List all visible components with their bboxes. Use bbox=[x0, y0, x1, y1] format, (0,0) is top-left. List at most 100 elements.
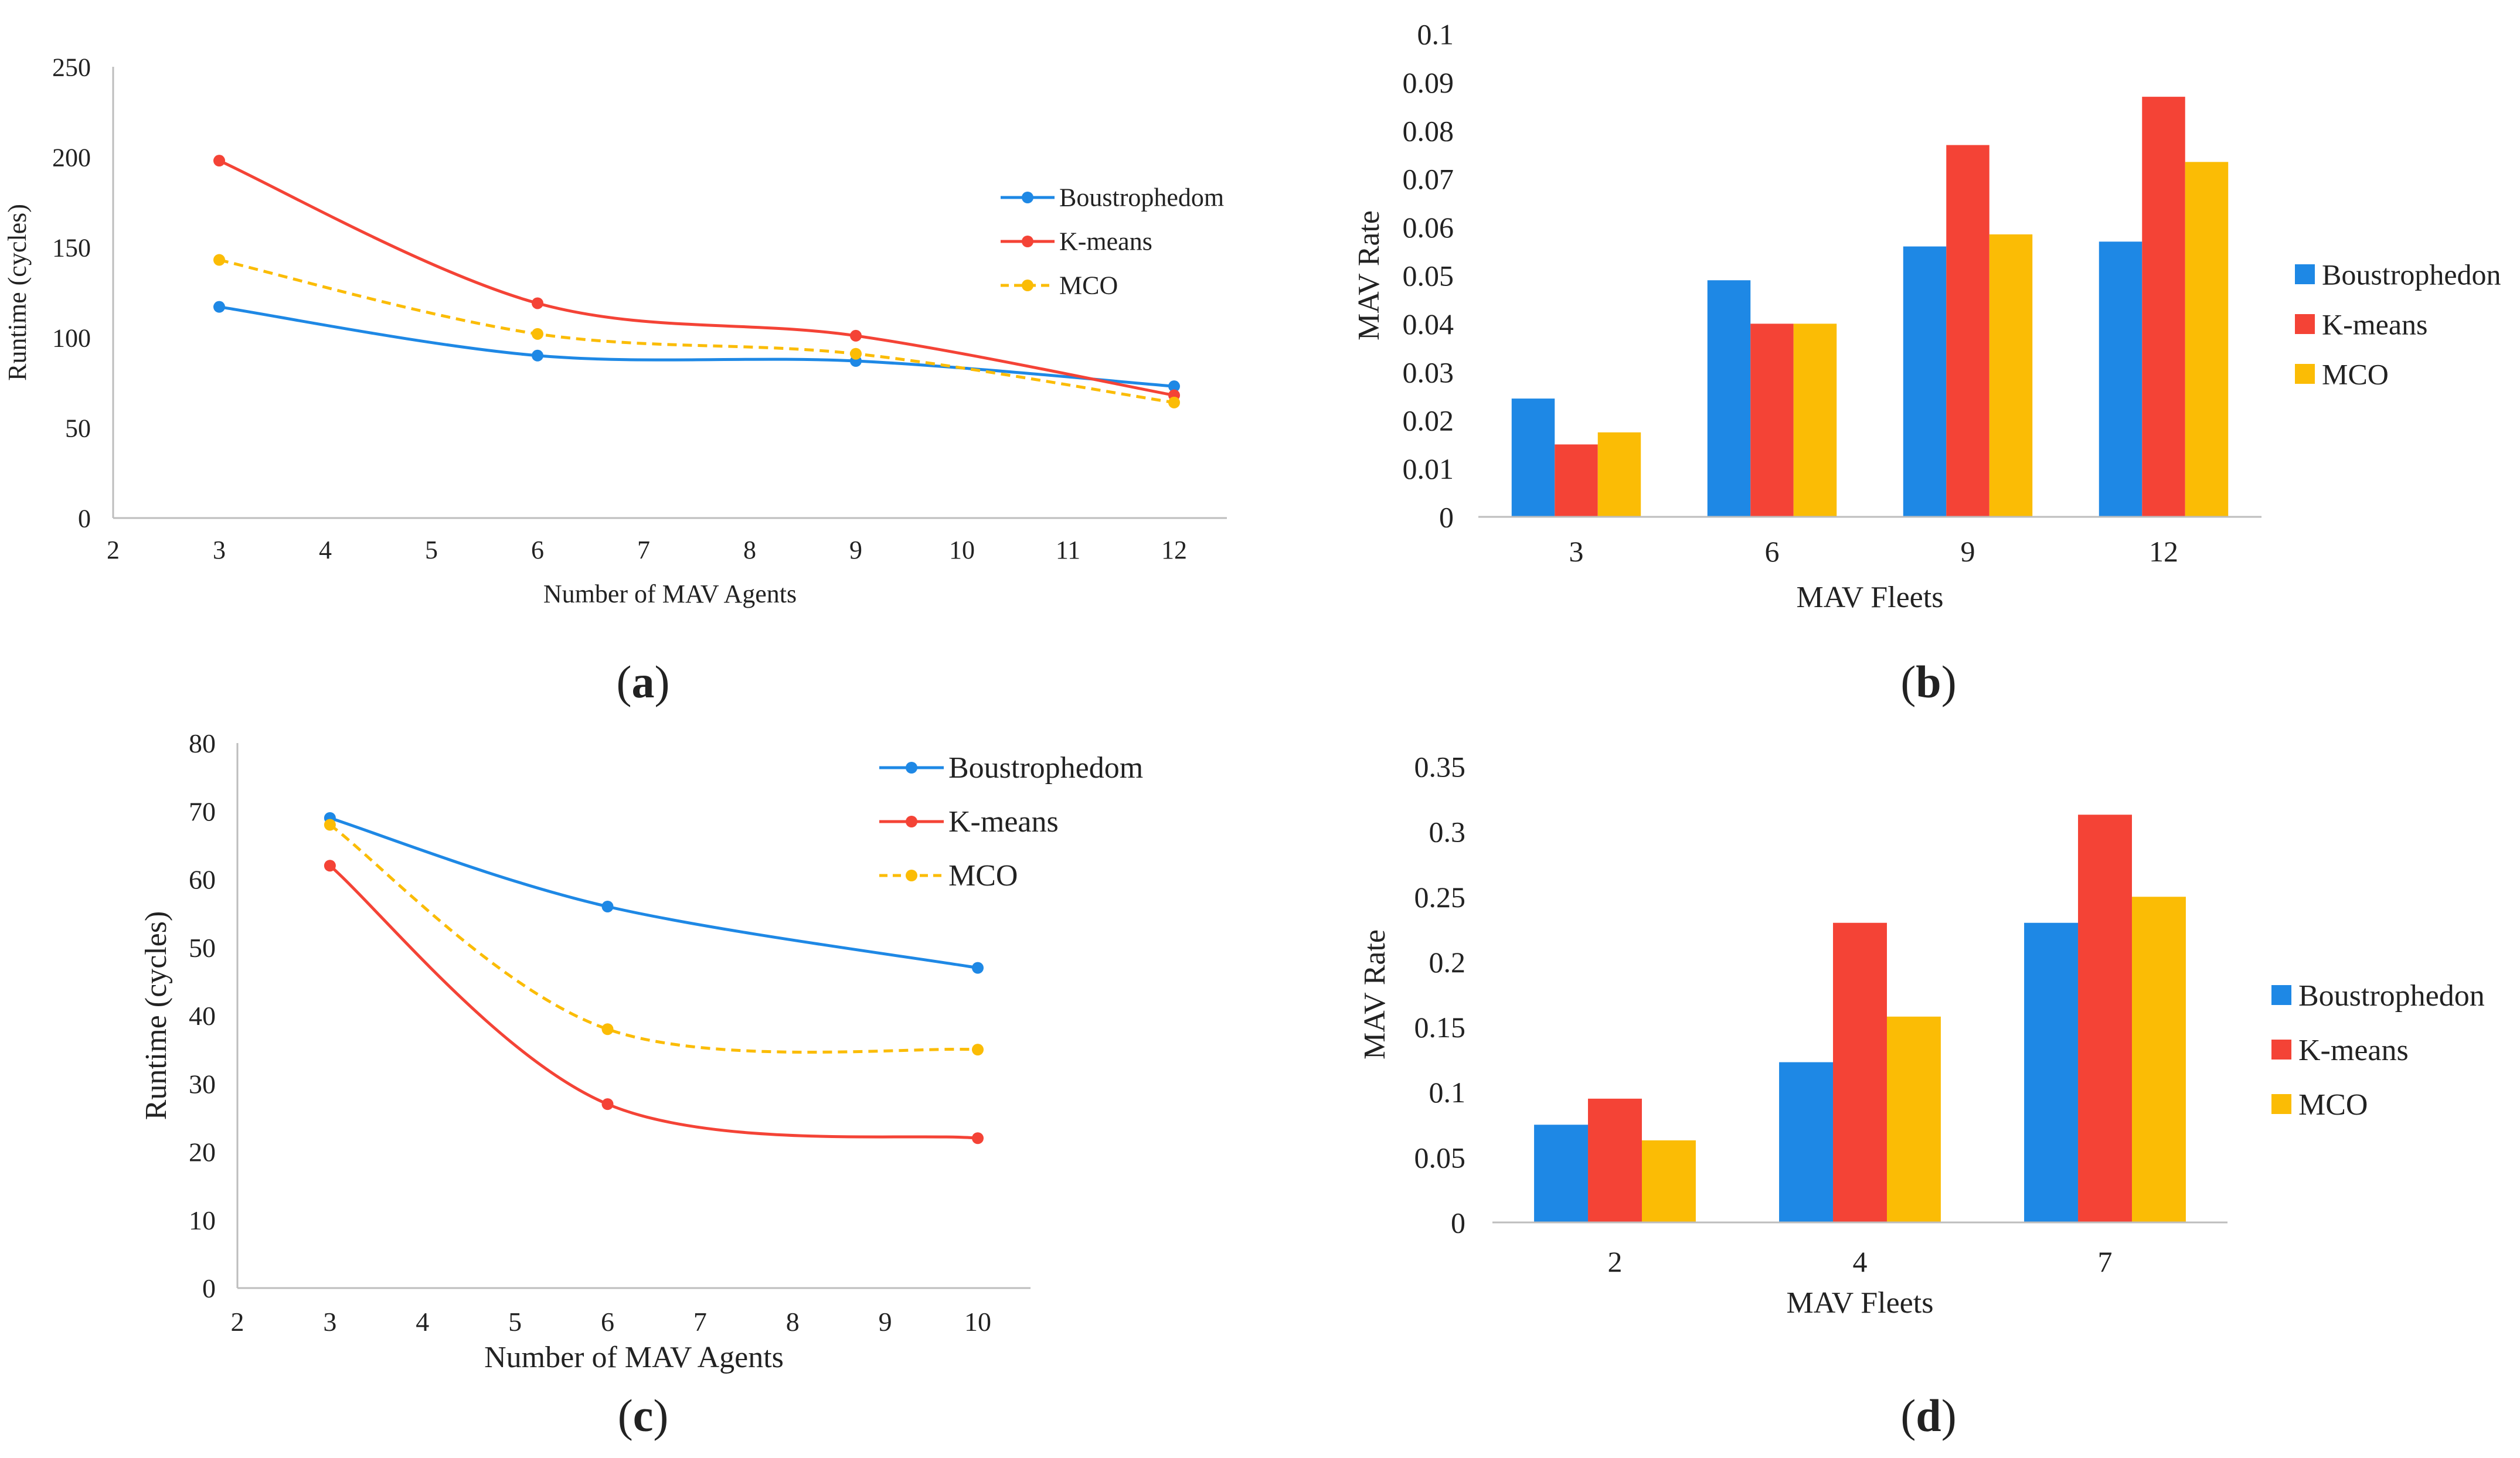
panel-b-legend-swatch-k-means bbox=[2295, 314, 2315, 334]
panel-b-legend-label-boustrophedon: Boustrophedon bbox=[2322, 258, 2501, 291]
panel-d-category-label-2: 7 bbox=[2098, 1245, 2113, 1278]
panel-c-runtime-line-chart: 0 10 20 30 40 50 60 70 80 Number of MAV Agents Run… bbox=[140, 728, 1143, 1374]
panel-c-xtick-label-0: 2 bbox=[231, 1307, 244, 1337]
panel-c-ytick-label-4: 40 bbox=[189, 1001, 216, 1031]
panel-b-bar-k-means-1 bbox=[1750, 323, 1794, 517]
panel-d-ytick-label-3: 0.15 bbox=[1414, 1011, 1466, 1044]
panel-c-data-point-boustrophedom-1 bbox=[601, 901, 614, 912]
panel-b-bar-boustrophedon-2 bbox=[1903, 246, 1947, 517]
panel-a-x-axis-title: Number of MAV Agents bbox=[543, 580, 797, 608]
panel-b-ytick-label-7: 0.07 bbox=[1403, 163, 1454, 196]
panel-b-y-axis-title: MAV Rate bbox=[1352, 210, 1386, 340]
panel-b-category-label-0: 3 bbox=[1569, 535, 1584, 568]
panel-c-xtick-label-5: 7 bbox=[693, 1307, 707, 1337]
panel-b-ytick-label-3: 0.03 bbox=[1403, 356, 1454, 389]
panel-b-bar-k-means-2 bbox=[1946, 145, 1990, 517]
panel-a-ytick-label-1: 50 bbox=[65, 414, 91, 442]
panel-d-category-label-0: 2 bbox=[1608, 1245, 1623, 1278]
panel-c-data-point-mco-2 bbox=[972, 1044, 984, 1056]
panel-c-xtick-label-3: 5 bbox=[508, 1307, 522, 1337]
panel-a-series-line-boustrophedom bbox=[219, 305, 1175, 388]
panel-c-xtick-label-4: 6 bbox=[601, 1307, 614, 1337]
panel-d-mav-rate-bar-chart: 0 0.05 0.1 0.15 0.2 0.25 0.3 0.35 MAV Fleets MAV … bbox=[1358, 751, 2485, 1320]
panel-d-ytick-label-0: 0 bbox=[1451, 1207, 1465, 1239]
panel-a-legend-marker-boustrophedom bbox=[1022, 192, 1033, 203]
panel-d-legend-label-mco: MCO bbox=[2298, 1088, 2368, 1122]
panel-b-bar-boustrophedon-1 bbox=[1707, 280, 1751, 517]
panel-c-xtick-label-1: 3 bbox=[323, 1307, 336, 1337]
panel-a-ytick-label-0: 0 bbox=[78, 504, 91, 533]
panel-c-data-point-k-means-1 bbox=[601, 1098, 614, 1110]
panel-c-ytick-label-5: 50 bbox=[189, 933, 216, 963]
panel-d-bar-k-means-0 bbox=[1588, 1098, 1642, 1222]
panel-a-xtick-label-8: 10 bbox=[949, 536, 975, 564]
panel-a-legend-marker-k-means bbox=[1022, 236, 1033, 247]
panel-a-xtick-label-9: 11 bbox=[1056, 536, 1080, 564]
panel-c-ytick-label-0: 0 bbox=[202, 1273, 216, 1303]
panel-a-xtick-label-5: 7 bbox=[637, 536, 650, 564]
panel-a-data-point-k-means-2 bbox=[850, 329, 862, 342]
panel-d-y-axis-title: MAV Rate bbox=[1358, 929, 1392, 1060]
panel-b-bar-mco-1 bbox=[1793, 323, 1837, 517]
panel-c-legend-label-boustrophedom: Boustrophedom bbox=[948, 751, 1143, 785]
panel-c-data-point-mco-0 bbox=[324, 819, 336, 831]
panel-b-category-label-2: 9 bbox=[1961, 535, 1975, 568]
panel-d-category-label-1: 4 bbox=[1853, 1245, 1868, 1278]
panel-b-ytick-label-6: 0.06 bbox=[1403, 211, 1454, 244]
panel-label-b: (b) bbox=[1900, 656, 1956, 707]
panel-b-bar-k-means-3 bbox=[2142, 97, 2185, 517]
panel-d-x-axis-title: MAV Fleets bbox=[1787, 1286, 1934, 1320]
panel-label-a: (a) bbox=[617, 656, 670, 707]
panel-b-category-label-1: 6 bbox=[1765, 535, 1780, 568]
panel-b-bar-boustrophedon-3 bbox=[2099, 241, 2142, 517]
panel-a-data-point-boustrophedom-3 bbox=[1168, 380, 1180, 393]
panel-b-ytick-label-8: 0.08 bbox=[1403, 114, 1454, 147]
panel-b-ytick-label-10: 0.1 bbox=[1417, 18, 1454, 51]
panel-d-ytick-label-5: 0.25 bbox=[1414, 881, 1466, 914]
panel-b-legend-swatch-boustrophedon bbox=[2295, 264, 2315, 284]
panel-a-xtick-label-0: 2 bbox=[107, 536, 120, 564]
panel-c-legend-label-k-means: K-means bbox=[948, 805, 1059, 839]
panel-a-series-line-k-means bbox=[218, 159, 1175, 397]
panel-b-legend-label-k-means: K-means bbox=[2322, 308, 2428, 341]
panel-b-ytick-label-4: 0.04 bbox=[1403, 308, 1454, 340]
panel-a-ytick-label-2: 100 bbox=[52, 323, 91, 352]
panel-d-legend-swatch-mco bbox=[2271, 1094, 2291, 1114]
panel-a-y-axis-title: Runtime (cycles) bbox=[3, 204, 32, 381]
panel-d-bar-boustrophedon-1 bbox=[1779, 1062, 1834, 1222]
panel-b-bar-mco-3 bbox=[2185, 162, 2229, 517]
panel-a-legend-label-mco: MCO bbox=[1059, 271, 1118, 300]
panel-b-ytick-label-5: 0.05 bbox=[1403, 260, 1454, 292]
panel-a-data-point-k-means-0 bbox=[213, 155, 225, 167]
panel-a-xtick-label-7: 9 bbox=[849, 536, 862, 564]
panel-b-mav-rate-bar-chart: 0 0.01 0.02 0.03 0.04 0.05 0.06 0.07 0.08 0.09 0.1… bbox=[1352, 18, 2501, 615]
panel-c-data-point-boustrophedom-2 bbox=[972, 962, 984, 974]
panel-c-series-line-k-means bbox=[329, 864, 978, 1140]
panel-c-data-point-mco-1 bbox=[601, 1023, 614, 1035]
panel-a-data-point-mco-1 bbox=[532, 328, 543, 340]
panel-b-bar-mco-0 bbox=[1597, 432, 1641, 517]
panel-b-legend-label-mco: MCO bbox=[2322, 358, 2389, 391]
panel-c-data-point-k-means-0 bbox=[324, 860, 336, 872]
panel-b-ytick-label-9: 0.09 bbox=[1403, 66, 1454, 99]
panel-d-bar-k-means-2 bbox=[2078, 815, 2132, 1222]
panel-b-x-axis-title: MAV Fleets bbox=[1797, 581, 1944, 614]
panel-c-xtick-label-8: 10 bbox=[964, 1307, 991, 1337]
panel-a-xtick-label-6: 8 bbox=[743, 536, 756, 564]
panel-d-legend-swatch-k-means bbox=[2271, 1040, 2291, 1060]
panel-b-bar-boustrophedon-0 bbox=[1511, 398, 1555, 517]
panel-b-bar-mco-2 bbox=[1989, 234, 2033, 517]
panel-c-ytick-label-2: 20 bbox=[189, 1137, 216, 1167]
panel-d-bar-mco-2 bbox=[2131, 897, 2186, 1222]
panel-a-xtick-label-3: 5 bbox=[425, 536, 438, 564]
panel-d-legend-label-k-means: K-means bbox=[2298, 1034, 2409, 1067]
panel-a-legend-label-boustrophedom: Boustrophedom bbox=[1059, 183, 1224, 212]
panel-c-ytick-label-3: 30 bbox=[189, 1069, 216, 1099]
panel-d-bar-boustrophedon-0 bbox=[1534, 1125, 1589, 1222]
panel-c-xtick-label-2: 4 bbox=[416, 1307, 429, 1337]
panel-a-legend-marker-mco bbox=[1022, 280, 1033, 291]
panel-c-x-axis-title: Number of MAV Agents bbox=[484, 1341, 784, 1374]
panel-a-data-point-boustrophedom-1 bbox=[532, 349, 543, 362]
panel-label-c: (c) bbox=[618, 1390, 669, 1441]
